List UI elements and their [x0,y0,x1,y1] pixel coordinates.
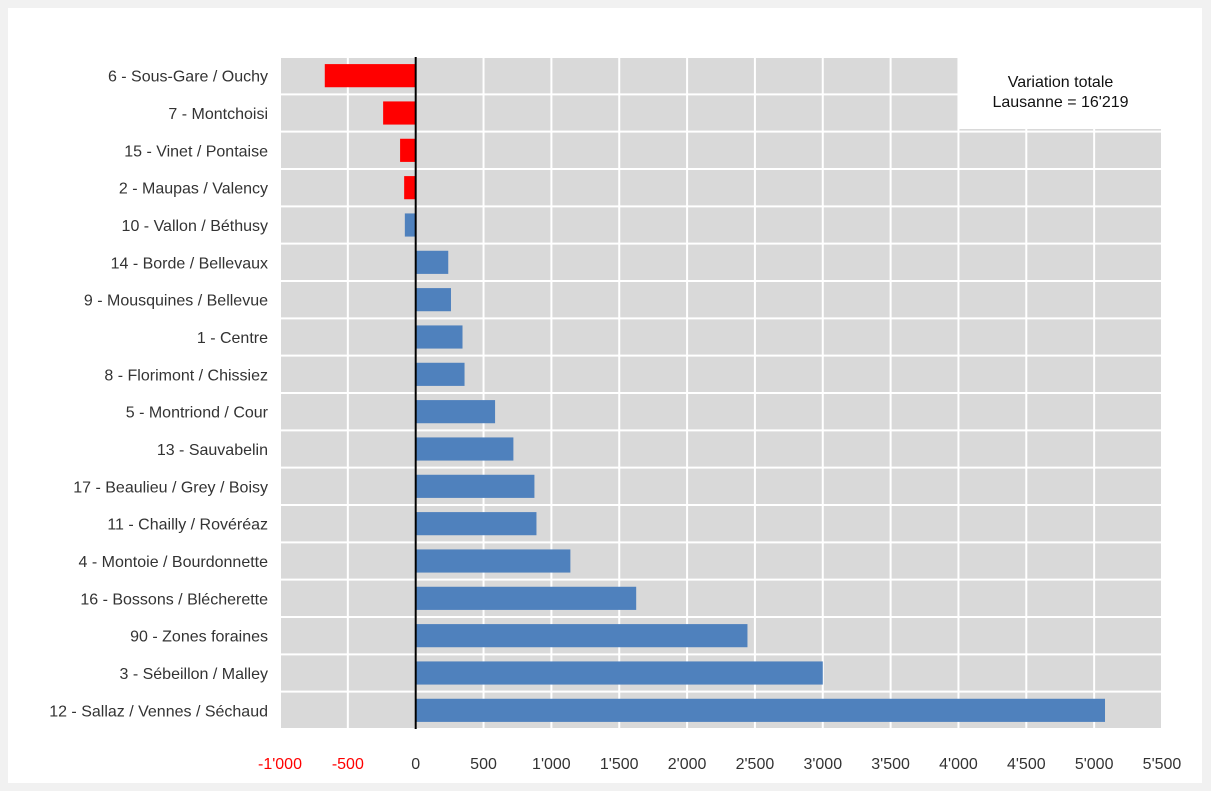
bar [415,474,535,498]
x-tick-label: 2'000 [668,756,707,773]
x-tick-label: 1'500 [600,756,639,773]
category-label: 1 - Centre [197,330,268,347]
x-tick-label: 3'000 [803,756,842,773]
x-tick-label: -500 [332,756,364,773]
category-label: 16 - Bossons / Blécherette [80,591,268,608]
total-variation-annotation: Variation totale Lausanne = 16'219 [959,57,1162,129]
category-label: 4 - Montoie / Bourdonnette [79,554,269,571]
bar [415,549,571,573]
bar [404,213,416,237]
category-label: 9 - Mousquines / Bellevue [84,293,268,310]
bar [324,64,416,88]
bar [383,101,416,125]
bar [415,698,1106,722]
category-label: 3 - Sébeillon / Malley [119,666,268,683]
annotation-line-2: Lausanne = 16'219 [992,94,1129,111]
x-tick-labels: -1'000 -500 0 500 1'000 1'500 2'000 2'500 3'000 3… [258,756,1181,773]
x-tick-label: 500 [470,756,497,773]
annotation-line-1: Variation totale [1007,74,1114,91]
category-label: 5 - Montriond / Cour [126,405,269,422]
category-label: 7 - Montchoisi [168,106,268,123]
x-tick-label: 5'000 [1075,756,1114,773]
category-label: 10 - Vallon / Béthusy [122,218,268,235]
grid-lines [279,56,1163,730]
x-tick-label: 4'500 [1007,756,1046,773]
category-label: 12 - Sallaz / Vennes / Séchaud [49,703,268,720]
bars [324,64,1106,722]
x-tick-label: 4'000 [939,756,978,773]
x-tick-label: -1'000 [258,756,302,773]
bar [415,661,823,685]
category-label: 11 - Chailly / Rovéréaz [107,517,268,534]
bar [415,512,537,536]
bar [415,325,463,349]
bar [415,288,451,312]
category-label: 15 - Vinet / Pontaise [124,143,268,160]
bar [415,624,748,648]
x-tick-label: 3'500 [871,756,910,773]
category-label: 17 - Beaulieu / Grey / Boisy [73,479,268,496]
category-label: 14 - Borde / Bellevaux [111,255,268,272]
category-labels: 6 - Sous-Gare / Ouchy 7 - Montchoisi 15 - … [49,69,268,721]
bar [415,437,514,461]
bar [404,176,416,200]
bar [415,362,465,386]
x-tick-label: 2'500 [736,756,775,773]
category-label: 6 - Sous-Gare / Ouchy [108,69,268,86]
category-label: 2 - Maupas / Valency [119,181,268,198]
x-tick-label: 0 [411,756,420,773]
category-label: 13 - Sauvabelin [157,442,268,459]
bar [415,586,637,610]
bar [400,138,416,162]
x-tick-label: 5'500 [1143,756,1182,773]
bar [415,400,496,424]
x-tick-label: 1'000 [532,756,571,773]
category-label: 8 - Florimont / Chissiez [104,367,268,384]
bar [415,250,449,274]
category-label: 90 - Zones foraines [130,629,268,646]
